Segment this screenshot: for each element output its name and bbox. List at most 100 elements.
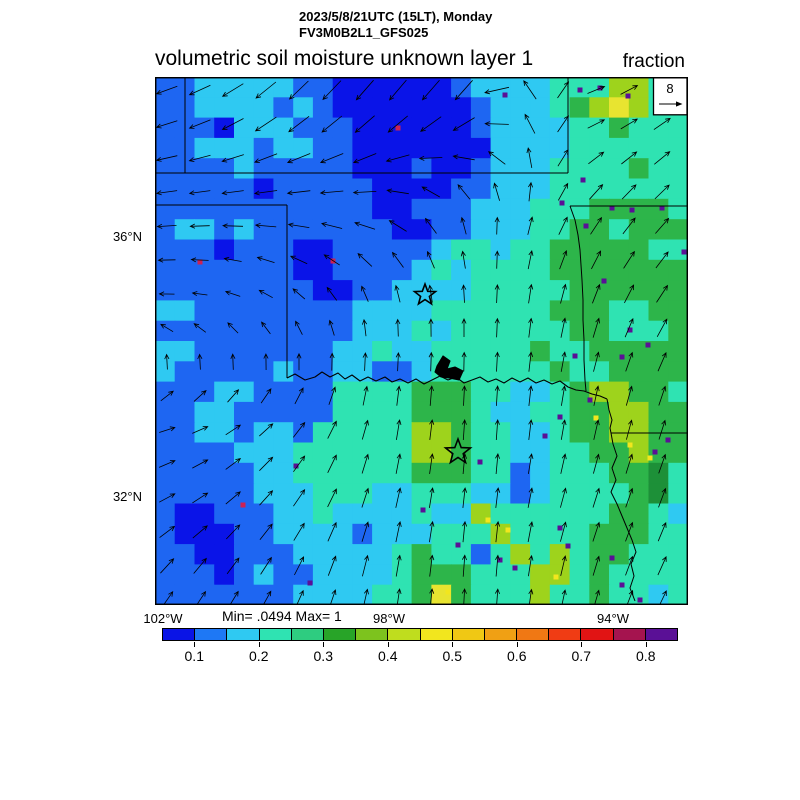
wind-arrow xyxy=(225,424,242,436)
wind-arrow xyxy=(294,387,304,405)
wind-arrow xyxy=(421,79,440,101)
wind-arrow xyxy=(395,554,402,577)
colorbar-tick xyxy=(194,642,196,647)
wind-arrow xyxy=(327,420,337,439)
wind-arrow xyxy=(225,491,241,505)
wind-arrow xyxy=(329,352,335,371)
wind-arrow xyxy=(620,118,639,130)
datetime-header: 2023/5/8/21UTC (15LT), Monday xyxy=(299,9,493,24)
wind-arrow xyxy=(654,151,671,165)
wind-arrow xyxy=(429,520,435,543)
wind-arrow xyxy=(658,453,667,474)
colorbar-segment xyxy=(387,629,420,640)
wind-arrow xyxy=(558,216,568,235)
star-marker xyxy=(443,436,473,465)
wind-arrow xyxy=(527,487,534,508)
colorbar-tick-label: 0.5 xyxy=(442,648,462,664)
wind-arrow xyxy=(495,487,501,508)
wind-arrow xyxy=(229,590,239,605)
wind-arrow xyxy=(527,521,534,543)
wind-arrow xyxy=(487,151,506,165)
wind-arrow xyxy=(587,85,606,94)
wind-arrow xyxy=(657,556,667,576)
wind-arrow xyxy=(193,389,207,402)
colorbar-segment xyxy=(548,629,581,640)
wind-arrow xyxy=(494,351,500,372)
map-frame xyxy=(155,77,688,605)
wind-arrow xyxy=(653,117,671,130)
wind-arrow xyxy=(593,351,600,372)
wind-arrow xyxy=(226,524,241,540)
wind-arrow xyxy=(494,385,500,406)
lat-tick-label: 32°N xyxy=(112,489,142,504)
wind-arrow xyxy=(626,589,634,605)
wind-arrow xyxy=(557,115,569,133)
wind-arrow xyxy=(391,251,404,268)
wind-arrow xyxy=(227,389,240,403)
wind-arrow xyxy=(460,216,467,235)
wind-arrow xyxy=(657,521,667,542)
wind-arrow xyxy=(192,426,209,434)
wind-arrow xyxy=(454,80,473,101)
wind-arrow xyxy=(420,116,442,132)
wind-arrow xyxy=(462,520,468,543)
wind-arrow xyxy=(620,85,639,95)
wind-arrow xyxy=(527,216,534,235)
wind-arrow xyxy=(625,555,634,576)
wind-arrow xyxy=(528,283,534,304)
wind-arrow xyxy=(326,286,338,301)
wind-arrow xyxy=(295,320,303,335)
wind-arrow xyxy=(560,351,567,372)
wind-arrow xyxy=(621,184,637,200)
wind-arrow xyxy=(293,522,305,541)
wind-arrow xyxy=(289,255,308,265)
wind-arrow xyxy=(528,181,533,202)
wind-arrow xyxy=(188,190,211,196)
wind-arrow xyxy=(621,151,638,165)
wind-arrow xyxy=(461,284,467,303)
colorbar-segment xyxy=(580,629,613,640)
wind-arrow xyxy=(160,323,174,333)
wind-arrow xyxy=(624,284,635,304)
wind-arrow xyxy=(559,250,568,270)
wind-arrow xyxy=(288,80,309,100)
wind-arrow xyxy=(452,154,475,161)
wind-arrow xyxy=(528,453,534,474)
wind-arrow xyxy=(457,184,471,200)
wind-arrow xyxy=(461,588,467,605)
wind-arrow xyxy=(461,318,467,337)
wind-arrow xyxy=(557,182,569,201)
colorbar-tick xyxy=(323,642,325,647)
wind-arrow xyxy=(658,385,667,406)
wind-arrow xyxy=(191,291,208,297)
wind-arrow xyxy=(155,85,178,95)
wind-arrow xyxy=(560,453,567,474)
wind-arrow xyxy=(192,525,208,539)
wind-arrow xyxy=(592,487,601,508)
wind-arrow xyxy=(323,254,340,266)
wind-arrow xyxy=(155,120,178,129)
colorbar-tick xyxy=(258,642,260,647)
wind-arrow xyxy=(494,419,500,441)
wind-arrow xyxy=(493,182,500,201)
wind-arrow xyxy=(429,453,435,474)
wind-arrow xyxy=(395,487,402,508)
wind-arrow xyxy=(461,554,467,577)
wind-arrow xyxy=(286,190,311,196)
wind-arrow xyxy=(658,487,667,508)
wind-arrow xyxy=(223,256,242,262)
wind-arrow xyxy=(395,318,401,337)
model-header: FV3M0B2L1_GFS025 xyxy=(299,25,429,40)
geography-lines xyxy=(155,77,688,602)
wind-arrow xyxy=(592,521,601,542)
wind-arrow xyxy=(626,419,633,440)
wind-arrow xyxy=(494,216,500,235)
wind-arrow xyxy=(221,83,244,97)
wind-arrow xyxy=(526,147,533,168)
wind-arrow xyxy=(361,419,369,440)
wind-arrow xyxy=(421,186,440,198)
wind-arrow xyxy=(625,487,634,508)
colorbar-tick-label: 0.8 xyxy=(636,648,656,664)
wind-arrow xyxy=(429,554,435,577)
